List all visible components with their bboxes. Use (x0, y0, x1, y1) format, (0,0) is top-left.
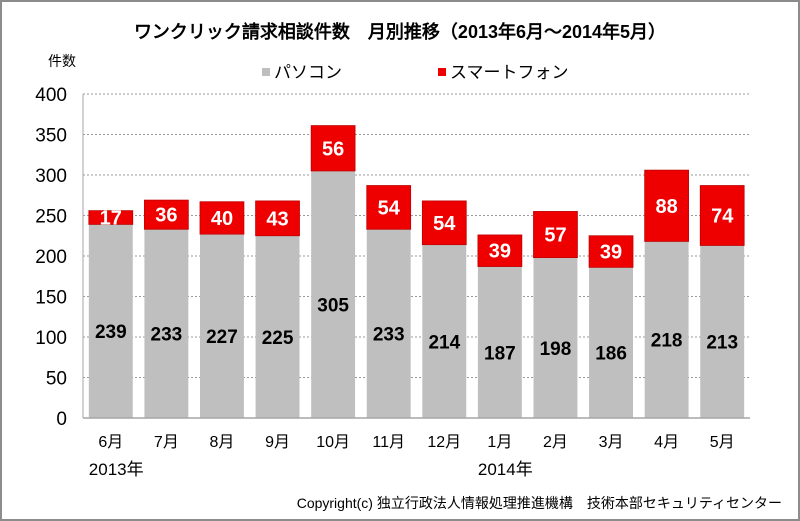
y-tick-label: 350 (35, 126, 67, 147)
data-label-pc: 213 (706, 333, 738, 354)
y-tick-label: 250 (35, 207, 67, 228)
y-axis-ticks: 0 50 100 150 200 250 300 350 400 (35, 85, 67, 430)
bar-smartphone (255, 200, 300, 237)
x-tick-label: 12月 (427, 434, 461, 451)
x-tick-label: 7月 (154, 434, 179, 451)
x-year-label: 2013年 (89, 460, 144, 479)
bar-smartphone (88, 210, 134, 225)
x-tick-label: 9月 (265, 434, 290, 451)
bar-pc (311, 170, 356, 418)
data-label-pc: 227 (206, 327, 238, 348)
bar-smartphone (588, 235, 634, 268)
bar-pc (422, 244, 467, 418)
x-tick-label: 10月 (316, 434, 350, 451)
y-tick-label: 200 (35, 247, 67, 268)
bar-smartphone (533, 211, 578, 259)
data-label-smartphone: 39 (600, 242, 622, 264)
x-tick-label: 6月 (98, 434, 123, 451)
data-label-pc: 305 (317, 295, 349, 316)
data-label-pc: 233 (373, 325, 405, 346)
bar-smartphone (366, 185, 412, 230)
data-label-smartphone: 56 (322, 138, 344, 160)
y-tick-label: 0 (56, 409, 67, 430)
bar-smartphone (644, 169, 689, 242)
x-tick-label: 5月 (710, 434, 735, 451)
bar-pc (88, 224, 133, 418)
data-label-smartphone: 17 (100, 208, 122, 230)
legend: パソコン スマートフォン (262, 63, 569, 82)
data-label-pc: 198 (540, 339, 572, 360)
bar-smartphone (699, 185, 745, 246)
legend-swatch (438, 68, 446, 76)
bars: 239 17 233 36 227 40 225 43 305 56 233 54 214 54 187 39… (88, 125, 745, 418)
x-tick-label: 1月 (487, 434, 512, 451)
x-tick-label: 3月 (599, 434, 624, 451)
bar-pc (366, 229, 411, 418)
data-label-pc: 239 (95, 322, 127, 343)
x-tick-label: 11月 (372, 434, 405, 451)
bar-smartphone (310, 125, 356, 172)
bar-pc (144, 229, 189, 418)
bar-pc (644, 241, 689, 418)
bar-pc (255, 235, 300, 418)
data-label-smartphone: 57 (544, 225, 566, 247)
bar-pc (533, 257, 578, 418)
legend-swatch (262, 68, 270, 76)
bar-pc (589, 267, 633, 418)
bar-smartphone (144, 199, 189, 230)
legend-label: パソコン (274, 63, 342, 82)
data-label-smartphone: 54 (433, 213, 456, 235)
x-axis-ticks: 6月 7月 8月 9月 10月 11月 12月 1月 2月 3月 4月 5月 2013年 2014年 (89, 434, 735, 479)
legend-label: スマートフォン (450, 63, 569, 82)
y-axis-label: 件数 (48, 53, 76, 69)
data-label-pc: 214 (428, 332, 460, 353)
bar-smartphone (477, 234, 523, 267)
data-label-smartphone: 88 (656, 196, 678, 218)
gridlines (83, 93, 750, 378)
bar-pc (700, 245, 745, 418)
y-tick-label: 300 (35, 166, 67, 187)
x-tick-label: 8月 (210, 434, 235, 451)
data-label-pc: 218 (651, 331, 683, 352)
data-label-pc: 187 (484, 343, 516, 364)
bar-pc (200, 234, 244, 418)
data-label-smartphone: 74 (711, 206, 734, 228)
data-label-pc: 233 (151, 325, 183, 346)
y-tick-label: 150 (35, 288, 67, 309)
data-label-smartphone: 39 (489, 241, 511, 263)
data-label-smartphone: 43 (266, 208, 288, 230)
x-tick-label: 4月 (654, 434, 679, 451)
data-label-pc: 186 (595, 344, 627, 365)
y-tick-label: 100 (35, 328, 67, 349)
data-label-pc: 225 (262, 328, 294, 349)
y-tick-label: 50 (46, 369, 67, 390)
data-label-smartphone: 36 (155, 205, 177, 227)
y-tick-label: 400 (35, 85, 67, 106)
copyright-text: Copyright(c) 独立行政法人情報処理推進機構 技術本部セキュリティセン… (297, 495, 782, 511)
x-year-label: 2014年 (478, 460, 533, 479)
bar-smartphone (421, 200, 467, 246)
data-label-smartphone: 54 (378, 197, 401, 219)
x-tick-label: 2月 (543, 434, 568, 451)
bar-smartphone (199, 201, 245, 235)
bar-pc (477, 266, 522, 418)
chart-title: ワンクリック請求相談件数 月別推移（2013年6月～2014年5月） (134, 21, 666, 42)
data-label-smartphone: 40 (211, 208, 233, 230)
